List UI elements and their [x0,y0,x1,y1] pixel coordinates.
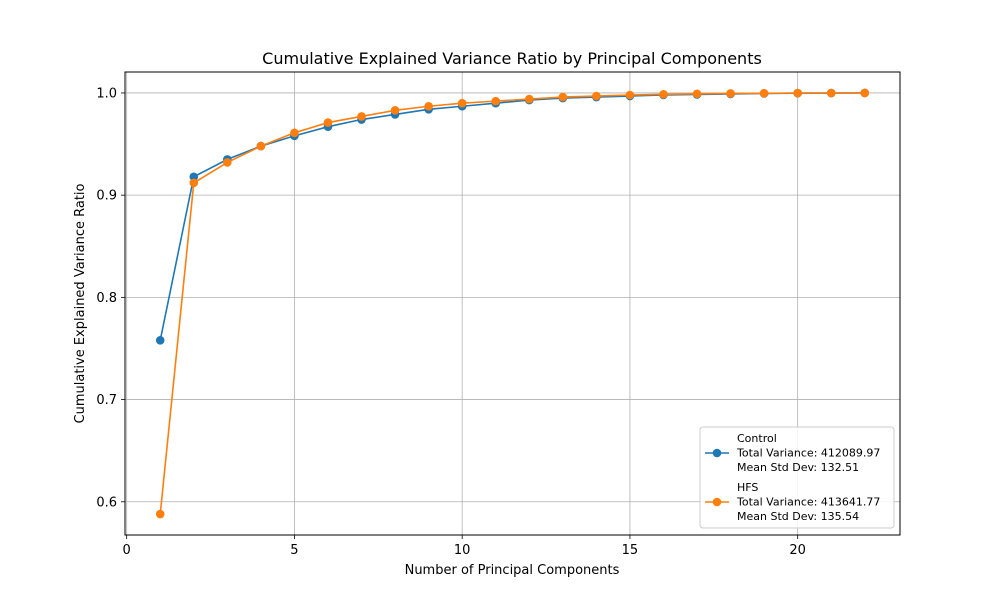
legend-marker [712,448,722,458]
legend-label: Mean Std Dev: 135.54 [737,510,859,523]
y-tick-label: 1.0 [96,86,117,101]
y-tick-label: 0.9 [96,189,117,204]
data-point-control [189,172,199,182]
legend-label: HFS [737,481,758,494]
data-point-hfs [457,98,467,108]
data-point-hfs [424,101,433,111]
series-layer [155,88,870,519]
series-line-hfs [159,92,865,515]
data-point-hfs [726,89,735,98]
x-tick-label: 20 [789,543,806,558]
data-point-hfs [759,88,769,98]
ticks: 0 5 10 15 20 0.6 0.7 0.8 0.9 1.0 [96,86,806,558]
data-point-hfs [793,88,802,98]
data-point-hfs [390,106,400,115]
data-point-hfs [223,158,232,167]
legend-label: Total Variance: 413641.77 [736,496,880,509]
x-axis-label: Number of Principal Components [405,563,620,578]
y-tick-label: 0.8 [96,291,117,306]
legend-label: Mean Std Dev: 132.51 [737,461,859,474]
data-point-hfs [323,118,333,127]
legend-marker [712,497,722,507]
data-point-hfs [524,94,534,104]
data-point-hfs [826,88,836,98]
data-point-hfs [290,128,299,138]
data-point-hfs [860,88,870,98]
data-point-hfs [625,90,635,100]
data-point-control [155,335,165,345]
data-point-hfs [592,91,601,101]
data-point-hfs [189,178,199,188]
data-point-hfs [692,89,702,99]
series-hfs [155,88,870,519]
y-axis-label: Cumulative Explained Variance Ratio [73,183,88,423]
plot-frame [124,71,901,536]
legend-box [699,426,895,529]
legend-label: Control [737,432,777,445]
y-tick-label: 0.7 [96,393,117,408]
data-point-hfs [659,89,668,99]
x-tick-label: 15 [622,543,639,558]
y-tick-label: 0.6 [96,495,117,510]
data-point-hfs [155,509,165,519]
chart-title: Cumulative Explained Variance Ratio by P… [262,49,762,68]
data-point-hfs [256,141,266,151]
x-tick-label: 10 [454,543,471,558]
x-tick-label: 0 [123,543,131,558]
x-tick-label: 5 [290,543,298,558]
data-point-hfs [491,96,501,106]
data-point-hfs [558,92,568,102]
legend-label: Total Variance: 412089.97 [736,447,880,460]
data-point-hfs [357,112,366,121]
